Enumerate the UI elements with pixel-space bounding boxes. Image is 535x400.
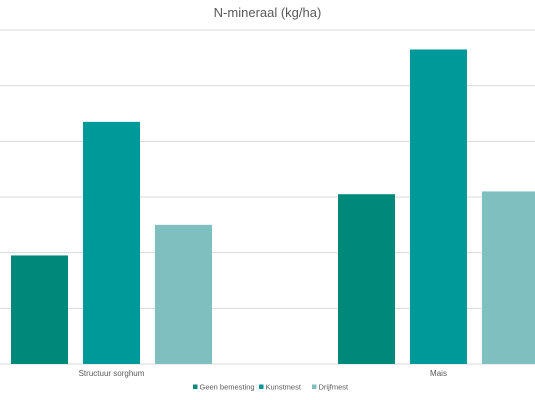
legend-swatch [193,384,198,389]
bar-drijfmest-1 [482,191,535,364]
legend: Geen bemesting Kunstmest Drijfmest [193,383,349,392]
category-label: Mais [430,369,447,378]
legend-swatch [259,384,264,389]
chart-title: N-mineraal (kg/ha) [214,5,322,20]
bar-kunstmest-1 [410,49,467,364]
bar-geen-bemesting-1 [338,194,395,364]
category-labels: Structuur sorghum Mais [79,369,447,378]
legend-label: Kunstmest [266,383,302,392]
legend-label: Drijfmest [319,383,349,392]
bar-kunstmest-0 [83,121,140,364]
bars [11,49,535,364]
bar-drijfmest-0 [155,224,212,364]
bar-geen-bemesting-0 [11,255,68,364]
category-label: Structuur sorghum [79,369,145,378]
legend-label: Geen bemesting [200,383,255,392]
legend-swatch [312,384,317,389]
